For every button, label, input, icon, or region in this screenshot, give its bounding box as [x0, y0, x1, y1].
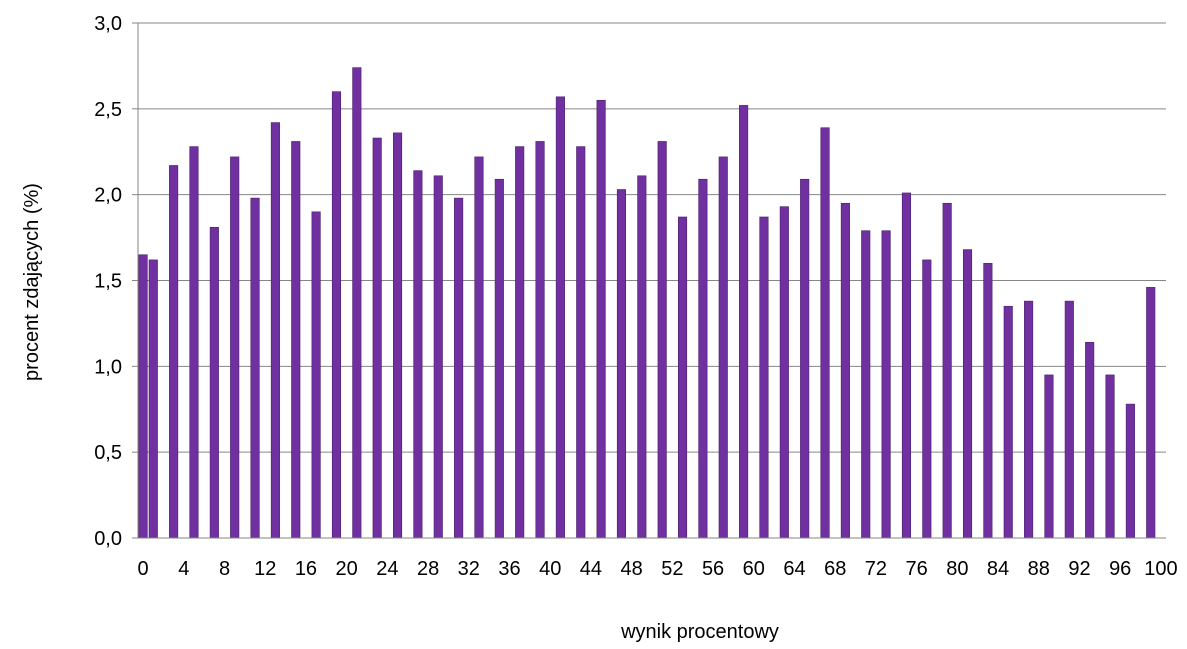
- x-tick-label: 68: [824, 558, 846, 580]
- bar: [739, 105, 749, 539]
- y-axis-label: procent zdających (%): [21, 183, 43, 381]
- bar: [718, 156, 728, 539]
- y-tick-label: 1,0: [94, 356, 122, 378]
- x-tick-label: 16: [295, 558, 317, 580]
- bar: [311, 211, 321, 539]
- x-tick-label: 60: [743, 558, 765, 580]
- bar: [352, 67, 362, 539]
- x-tick-label: 84: [987, 558, 1009, 580]
- bar: [616, 189, 627, 539]
- bar: [1044, 374, 1054, 539]
- bar: [148, 259, 158, 539]
- bar: [250, 197, 260, 539]
- bar: [576, 146, 586, 539]
- x-tick-label: 72: [865, 558, 887, 580]
- bar: [942, 202, 952, 539]
- bar: [433, 175, 443, 539]
- gridlines: [132, 22, 1166, 539]
- bar: [535, 141, 545, 539]
- y-tick-label: 2,0: [94, 185, 122, 207]
- bar: [657, 141, 667, 539]
- bar: [209, 226, 219, 539]
- x-axis-label: wynik procentowy: [620, 621, 779, 643]
- x-tick-label: 100: [1144, 558, 1177, 580]
- bar: [331, 91, 342, 539]
- bar: [474, 156, 484, 539]
- x-tick-label: 52: [661, 558, 683, 580]
- bar: [983, 263, 993, 539]
- bars: [138, 67, 1156, 539]
- bar: [698, 178, 708, 539]
- bar: [759, 216, 769, 539]
- bar: [596, 99, 606, 539]
- bar: [677, 216, 688, 539]
- y-tick-label: 1,5: [94, 271, 122, 293]
- x-tick-label: 24: [376, 558, 398, 580]
- bar: [1085, 341, 1095, 539]
- y-tick-label: 3,0: [94, 13, 122, 35]
- x-tick-label: 12: [254, 558, 276, 580]
- bar: [1146, 287, 1156, 539]
- x-tick-label: 92: [1068, 558, 1090, 580]
- x-tick-label: 28: [417, 558, 439, 580]
- bar: [291, 141, 301, 539]
- y-tick-labels: 0,0 0,5 1,0 1,5 2,0 2,5 3,0: [94, 13, 122, 550]
- x-tick-label: 80: [946, 558, 968, 580]
- bar: [820, 127, 830, 539]
- x-tick-label: 44: [580, 558, 602, 580]
- bar: [189, 146, 199, 539]
- x-tick-label: 96: [1109, 558, 1131, 580]
- x-tick-label: 76: [906, 558, 928, 580]
- x-tick-label: 88: [1028, 558, 1050, 580]
- bar: [494, 178, 504, 539]
- x-tick-label: 0: [138, 558, 149, 580]
- bar: [962, 249, 973, 539]
- bar: [1024, 300, 1034, 539]
- bar: [1064, 300, 1074, 539]
- bar: [454, 197, 464, 539]
- bar: [861, 230, 871, 539]
- bar: [637, 175, 647, 539]
- y-tick-label: 0,5: [94, 442, 122, 464]
- x-tick-label: 32: [458, 558, 480, 580]
- y-tick-label: 0,0: [94, 528, 122, 550]
- x-tick-label: 64: [783, 558, 805, 580]
- x-tick-label: 56: [702, 558, 724, 580]
- bar: [1003, 305, 1013, 539]
- bar: [372, 137, 382, 539]
- bar: [922, 259, 932, 539]
- bar: [881, 230, 891, 539]
- bar: [800, 178, 810, 539]
- bar: [270, 122, 280, 539]
- bar: [169, 165, 179, 539]
- x-tick-label: 8: [219, 558, 230, 580]
- bar: [230, 156, 240, 539]
- x-tick-label: 20: [336, 558, 358, 580]
- bar: [1105, 374, 1115, 539]
- bar: [779, 206, 789, 539]
- x-tick-label: 36: [498, 558, 520, 580]
- x-tick-label: 48: [621, 558, 643, 580]
- x-tick-label: 4: [178, 558, 189, 580]
- y-tick-label: 2,5: [94, 99, 122, 121]
- bar: [840, 202, 850, 539]
- bar: [515, 146, 525, 539]
- bar: [138, 254, 148, 539]
- bar: [392, 132, 403, 539]
- bar: [413, 170, 423, 539]
- x-tick-label: 40: [539, 558, 561, 580]
- bar: [555, 96, 565, 539]
- bar: [1125, 403, 1135, 539]
- axes: [137, 23, 1166, 539]
- x-tick-labels: 0 4 8 12 16 20 24 28 32 36 40 44 48 52 56 60 64 68 72 76 80 8…: [138, 558, 1178, 580]
- bar: [901, 192, 912, 539]
